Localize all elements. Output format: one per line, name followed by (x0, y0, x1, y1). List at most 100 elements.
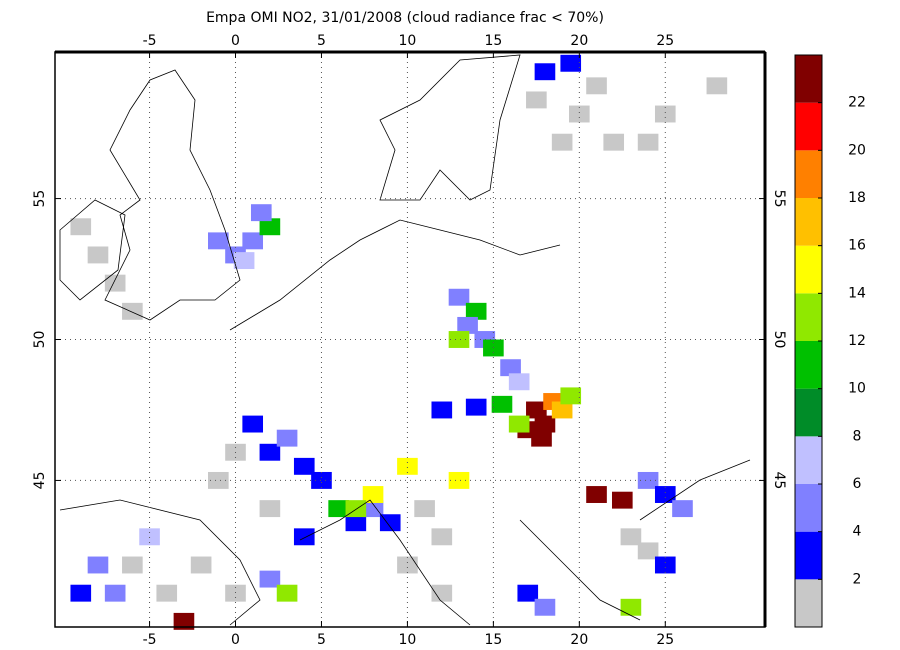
data-cell (637, 542, 659, 560)
data-cell (448, 331, 470, 348)
data-cell (104, 274, 126, 292)
y-tick-label: 50 (32, 331, 48, 349)
data-cell (431, 584, 453, 602)
data-cell (345, 514, 367, 532)
x-tick-label-top: 10 (399, 33, 417, 49)
data-cell (654, 105, 676, 123)
data-cell (311, 471, 332, 489)
data-cell (362, 486, 384, 503)
colorbar-label: 16 (848, 238, 866, 254)
data-cell (508, 373, 530, 391)
data-cell (328, 500, 349, 518)
data-cell (293, 528, 315, 546)
colorbar-swatch (795, 531, 822, 580)
data-cell (87, 246, 109, 264)
data-cell (534, 598, 556, 616)
data-cell (259, 500, 281, 518)
data-cell (414, 500, 435, 518)
data-cell (208, 232, 229, 250)
data-cell (637, 133, 659, 151)
colorbar-swatch (795, 484, 822, 532)
data-cell (586, 77, 607, 95)
data-cell (534, 63, 556, 81)
data-cell (190, 556, 212, 574)
data-cell (531, 429, 552, 447)
data-cell (637, 471, 659, 489)
x-tick-label: 25 (656, 632, 674, 648)
colorbar-label: 4 (853, 524, 862, 540)
coastlines (59, 54, 751, 626)
data-cell (526, 91, 547, 109)
data-cell (457, 316, 478, 334)
data-cell (491, 395, 513, 413)
colorbar-label: 10 (848, 381, 866, 397)
y-tick-label-right: 45 (771, 472, 787, 490)
data-cell (654, 486, 676, 503)
data-cell (208, 471, 229, 489)
y-tick-label: 55 (32, 190, 48, 208)
data-cell (122, 556, 143, 574)
colorbar-label: 2 (853, 571, 862, 587)
colorbar-swatch (795, 245, 822, 294)
data-cell (654, 556, 676, 574)
data-cell (465, 398, 487, 416)
colorbar-swatch (795, 341, 822, 389)
x-tick-label-top: 20 (570, 33, 588, 49)
data-layer (70, 54, 728, 630)
colorbar-swatch (795, 198, 822, 246)
data-cell (517, 584, 539, 602)
data-cell (362, 500, 384, 518)
data-cell (448, 288, 470, 306)
data-cell (465, 302, 487, 320)
data-cell (397, 556, 418, 574)
data-cell (611, 491, 633, 509)
data-cell (672, 500, 693, 518)
data-cell (87, 556, 109, 574)
data-cell (276, 429, 298, 447)
data-cell (225, 584, 246, 602)
colorbar-label: 20 (848, 142, 866, 158)
data-cell (233, 252, 255, 270)
colorbar-swatch (795, 55, 822, 103)
data-cell (560, 387, 582, 405)
data-cell (293, 457, 315, 475)
data-cell (706, 77, 728, 95)
colorbar-label: 12 (848, 333, 866, 349)
data-cell (259, 218, 281, 236)
x-tick-label-top: 25 (656, 33, 674, 49)
x-tick-label: 10 (399, 632, 417, 648)
data-cell (431, 401, 453, 419)
data-cell (173, 612, 195, 630)
x-tick-label-top: 0 (231, 33, 240, 49)
data-cell (70, 218, 92, 236)
data-cell (586, 486, 607, 503)
data-cell (560, 54, 582, 72)
x-tick-label: 15 (484, 632, 502, 648)
data-cell (259, 443, 281, 461)
data-cell (242, 415, 264, 433)
data-cell (259, 570, 281, 588)
ireland (59, 199, 126, 301)
data-cell (70, 584, 92, 602)
x-tick-label: 0 (231, 632, 240, 648)
data-cell (620, 528, 642, 546)
data-cell (250, 204, 272, 222)
data-cell (156, 584, 178, 602)
data-cell (526, 401, 547, 419)
map-title: Empa OMI NO2, 31/01/2008 (cloud radiance… (206, 10, 604, 26)
y-tick-label-right: 50 (771, 331, 787, 349)
colorbar: 2 4 6 8 10 12 14 16 18 20 22 (794, 54, 866, 628)
x-tick-label-top: 15 (484, 33, 502, 49)
colorbar-label: 14 (848, 285, 866, 301)
data-cell (534, 415, 556, 433)
data-cell (448, 471, 470, 489)
colorbar-label: 18 (848, 190, 866, 206)
data-cell (379, 514, 401, 532)
data-cell (276, 584, 298, 602)
britain (104, 69, 241, 321)
data-cell (397, 457, 418, 475)
data-cell (139, 528, 160, 546)
data-cell (242, 232, 264, 250)
